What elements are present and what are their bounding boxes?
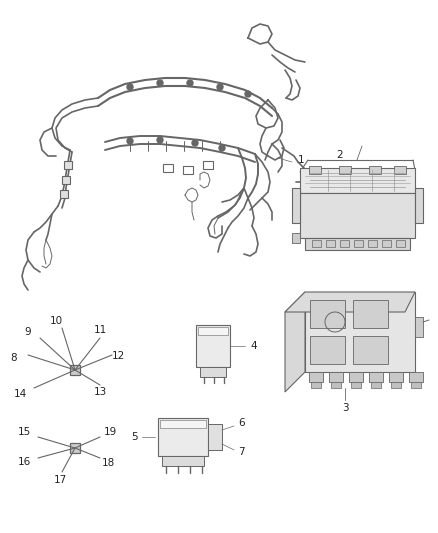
Polygon shape: [285, 292, 415, 312]
Polygon shape: [300, 168, 415, 193]
Bar: [305, 292, 415, 372]
Text: 9: 9: [25, 327, 31, 337]
Bar: [292, 188, 300, 223]
Circle shape: [127, 138, 133, 144]
Circle shape: [187, 80, 193, 86]
Bar: [70, 443, 80, 453]
Circle shape: [157, 137, 163, 143]
Circle shape: [157, 80, 163, 86]
Text: 14: 14: [14, 389, 27, 399]
Text: 1: 1: [298, 155, 304, 165]
Text: 18: 18: [101, 458, 115, 468]
Circle shape: [217, 84, 223, 90]
Bar: [183, 166, 193, 174]
Text: 6: 6: [238, 418, 245, 428]
Bar: [411, 382, 421, 388]
Bar: [309, 166, 321, 174]
Bar: [329, 372, 343, 382]
Bar: [351, 382, 361, 388]
Bar: [409, 372, 423, 382]
Bar: [369, 372, 383, 382]
Bar: [163, 164, 173, 172]
Bar: [353, 300, 388, 328]
Text: 7: 7: [238, 447, 245, 457]
Bar: [331, 382, 341, 388]
Circle shape: [219, 145, 225, 151]
Bar: [310, 300, 345, 328]
Bar: [354, 240, 363, 247]
Text: 4: 4: [250, 341, 257, 351]
Bar: [326, 240, 335, 247]
Circle shape: [192, 140, 198, 146]
Circle shape: [245, 91, 251, 97]
Bar: [371, 382, 381, 388]
Bar: [196, 325, 230, 367]
Text: 16: 16: [18, 457, 31, 467]
Bar: [60, 190, 68, 198]
Bar: [300, 193, 415, 238]
Bar: [311, 382, 321, 388]
Bar: [349, 372, 363, 382]
Text: 5: 5: [131, 432, 138, 442]
Circle shape: [127, 84, 133, 90]
Bar: [203, 161, 213, 169]
Bar: [158, 418, 208, 456]
Bar: [62, 176, 70, 184]
Bar: [396, 240, 405, 247]
Text: 19: 19: [103, 427, 117, 437]
Bar: [353, 336, 388, 364]
Text: 13: 13: [93, 387, 106, 397]
Text: 8: 8: [11, 353, 18, 363]
Polygon shape: [285, 292, 305, 392]
Text: 2: 2: [337, 150, 343, 160]
Bar: [340, 240, 349, 247]
Text: 15: 15: [18, 427, 31, 437]
Bar: [312, 240, 321, 247]
Bar: [391, 382, 401, 388]
Text: 10: 10: [49, 316, 63, 326]
Text: 12: 12: [111, 351, 125, 361]
Text: 11: 11: [93, 325, 106, 335]
Bar: [200, 367, 226, 377]
Bar: [160, 420, 206, 428]
Bar: [382, 240, 391, 247]
Bar: [70, 365, 80, 375]
Bar: [339, 166, 351, 174]
Bar: [415, 188, 423, 223]
Bar: [64, 161, 72, 169]
Bar: [208, 424, 222, 450]
Text: 17: 17: [53, 475, 67, 485]
Bar: [162, 456, 204, 466]
Bar: [305, 238, 410, 250]
Bar: [198, 327, 228, 335]
Bar: [415, 317, 423, 337]
Bar: [368, 240, 377, 247]
Bar: [394, 166, 406, 174]
Bar: [389, 372, 403, 382]
Bar: [310, 336, 345, 364]
Bar: [292, 233, 300, 243]
Text: 3: 3: [342, 403, 348, 413]
Bar: [309, 372, 323, 382]
Bar: [369, 166, 381, 174]
